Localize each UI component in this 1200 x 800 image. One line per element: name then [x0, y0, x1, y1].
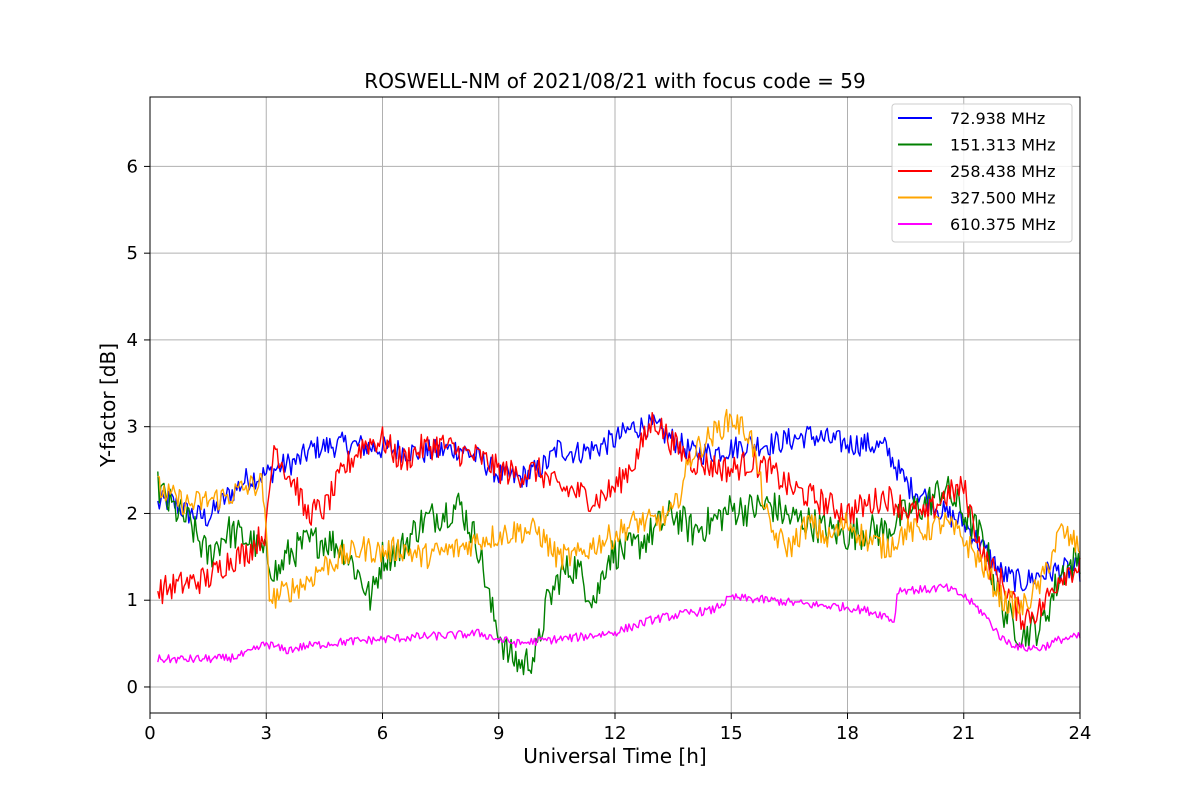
y-axis-title: Y-factor [dB] [96, 343, 120, 468]
x-axis: 0 3 6 9 12 15 18 21 24 [144, 713, 1091, 744]
y-tick-label: 3 [127, 417, 138, 438]
legend-label: 327.500 MHz [950, 189, 1055, 208]
x-tick-label: 18 [836, 723, 859, 744]
legend-box [891, 103, 1073, 243]
y-tick-label: 2 [127, 503, 138, 524]
y-tick-label: 1 [127, 590, 138, 611]
series-line-2 [157, 412, 1081, 630]
x-tick-label: 15 [720, 723, 743, 744]
y-tick-label: 5 [127, 243, 138, 264]
legend: 72.938 MHz 151.313 MHz 258.438 MHz 327.500 … [891, 103, 1073, 243]
x-tick-label: 3 [261, 723, 272, 744]
y-tick-label: 6 [127, 156, 138, 177]
x-tick-label: 9 [493, 723, 504, 744]
chart-title: ROSWELL-NM of 2021/08/21 with focus code… [364, 69, 865, 93]
series-line-0 [157, 414, 1081, 593]
legend-label: 610.375 MHz [950, 215, 1055, 234]
x-tick-label: 12 [604, 723, 627, 744]
y-tick-label: 0 [127, 677, 138, 698]
x-axis-title: Universal Time [h] [523, 744, 706, 768]
legend-label: 72.938 MHz [950, 109, 1045, 128]
x-tick-label: 0 [144, 723, 155, 744]
series-line-4 [157, 583, 1081, 664]
x-tick-label: 21 [952, 723, 975, 744]
y-axis: 0 1 2 3 4 5 6 [127, 156, 150, 698]
legend-label: 151.313 MHz [950, 136, 1055, 155]
x-tick-label: 24 [1069, 723, 1092, 744]
series-line-3 [157, 408, 1081, 619]
y-tick-label: 4 [127, 330, 138, 351]
legend-label: 258.438 MHz [950, 162, 1055, 181]
series-layer [157, 408, 1081, 676]
x-tick-label: 6 [377, 723, 388, 744]
